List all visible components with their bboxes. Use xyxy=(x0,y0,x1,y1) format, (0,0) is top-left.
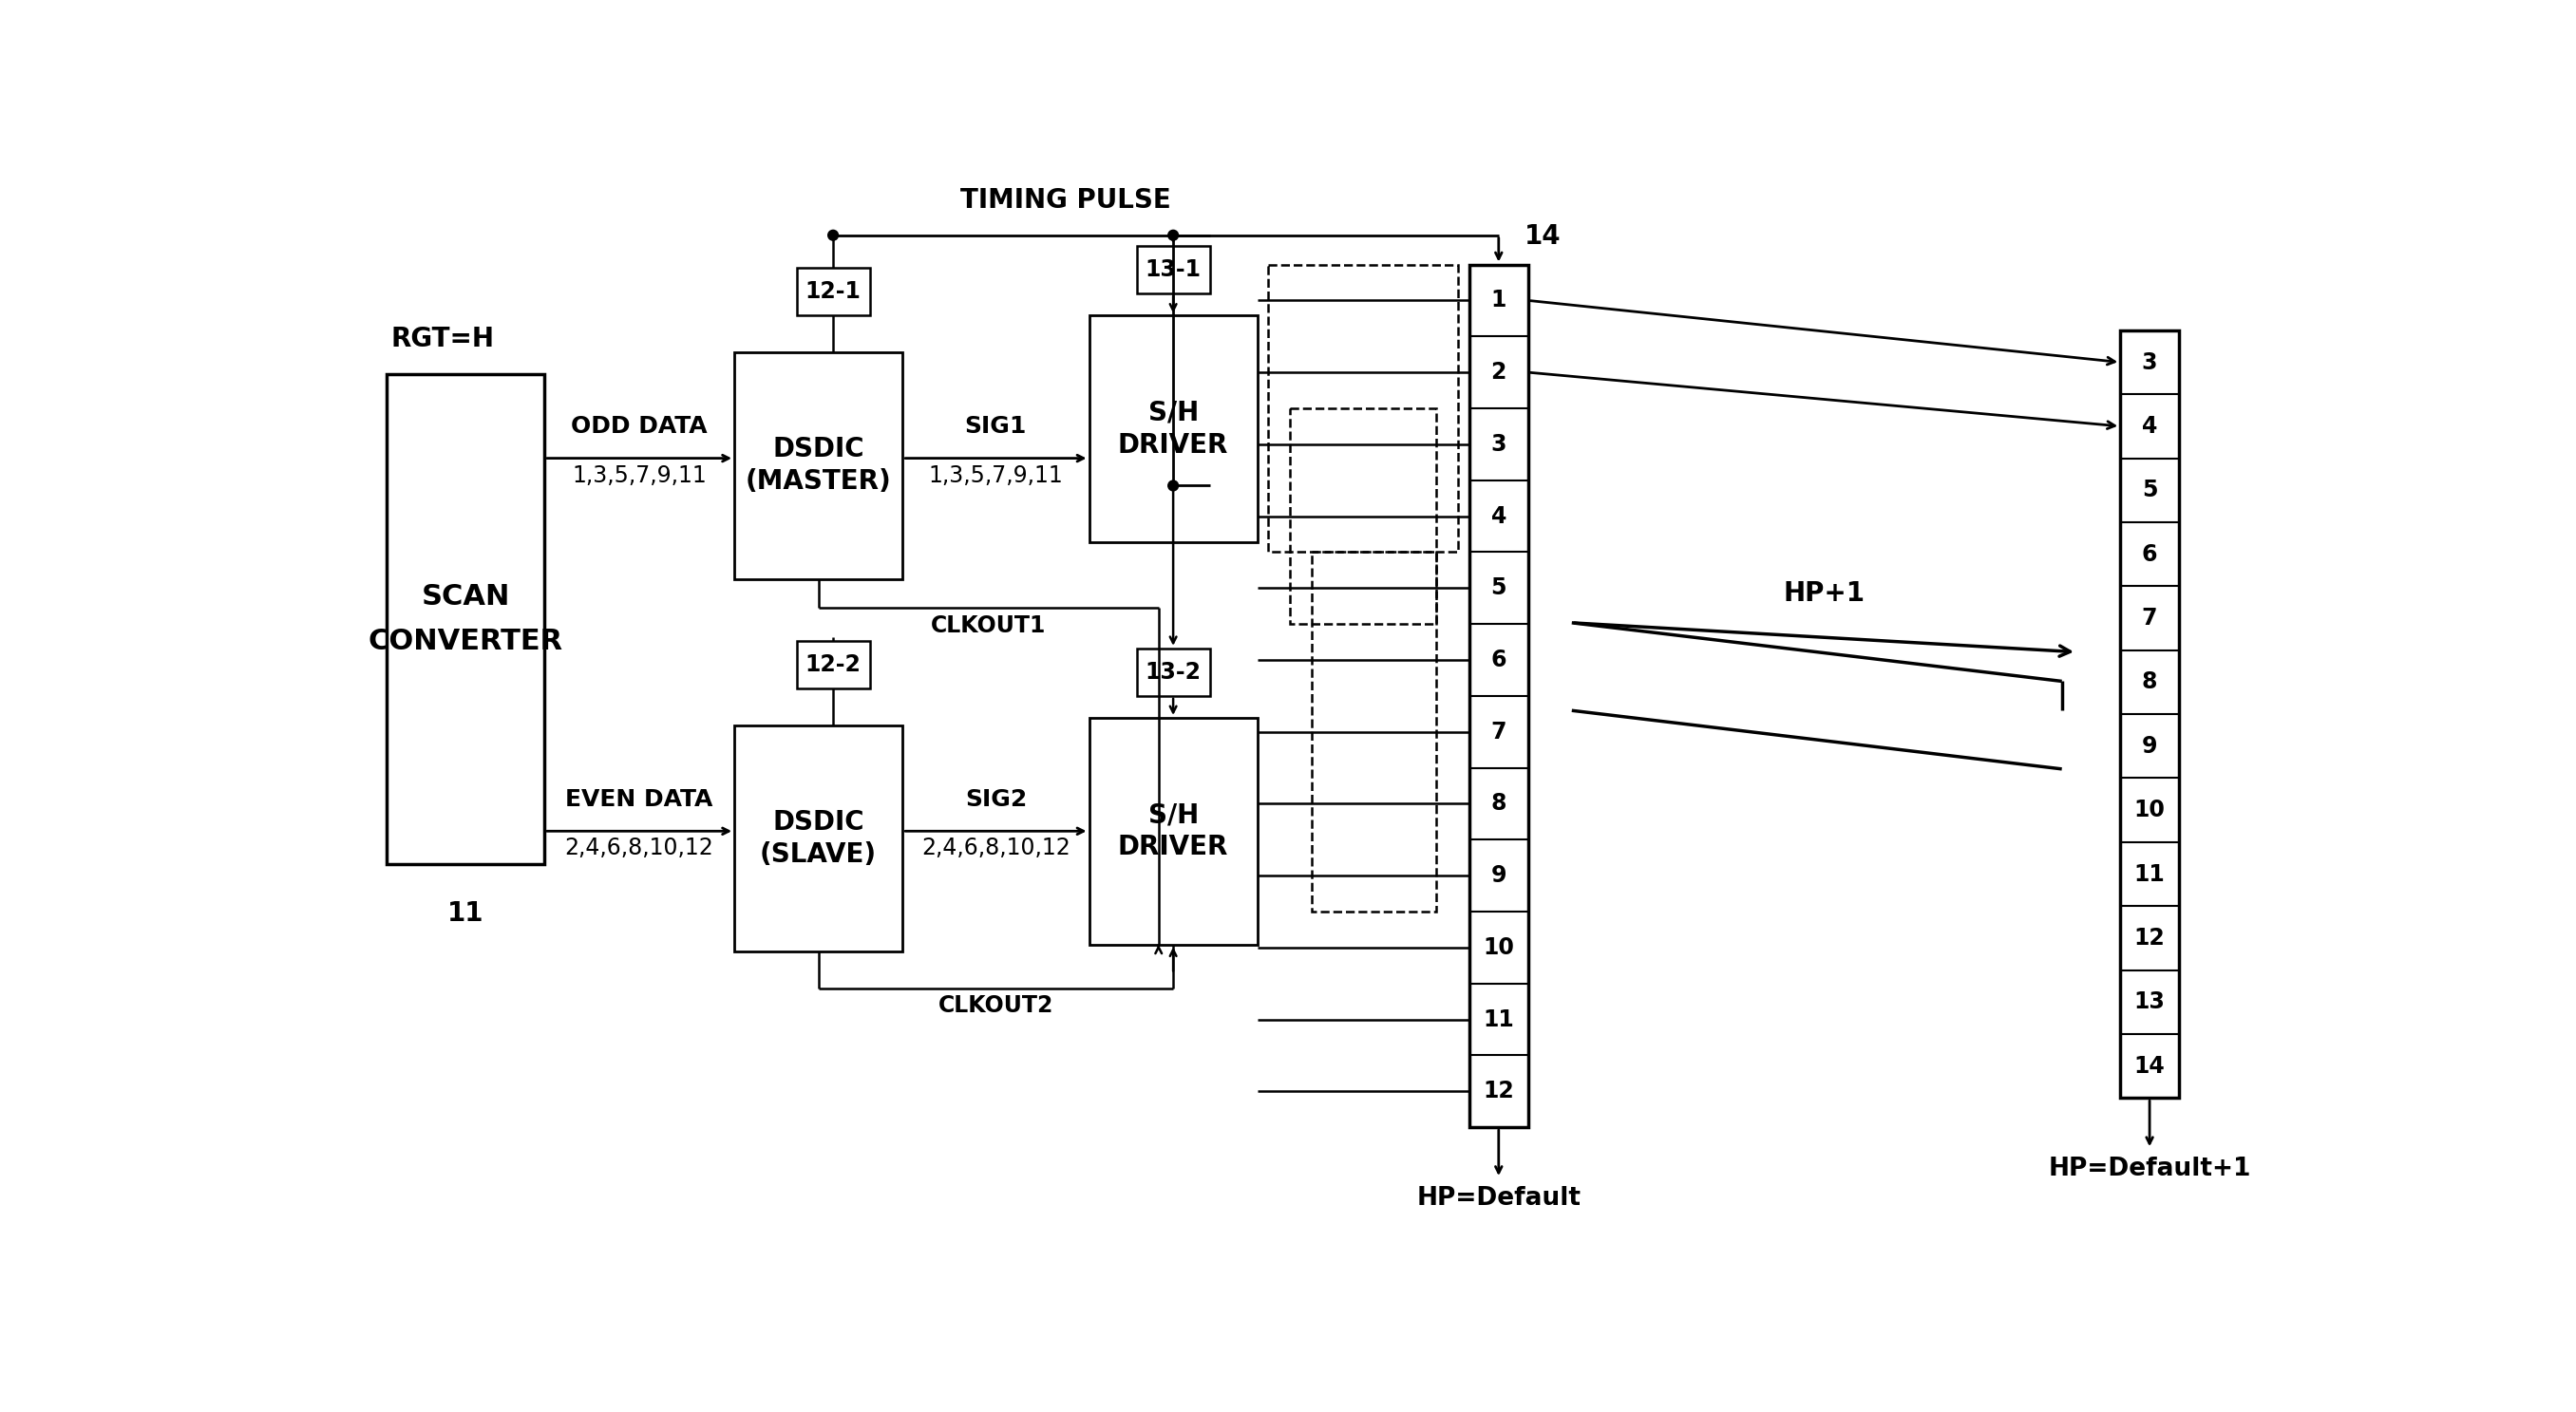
Text: S/H: S/H xyxy=(1149,802,1198,829)
Text: 2: 2 xyxy=(1492,361,1507,384)
Text: ODD DATA: ODD DATA xyxy=(572,415,708,438)
Text: 1,3,5,7,9,11: 1,3,5,7,9,11 xyxy=(572,465,706,487)
Text: 11: 11 xyxy=(2133,863,2166,885)
Text: 2,4,6,8,10,12: 2,4,6,8,10,12 xyxy=(922,837,1069,860)
Text: 2,4,6,8,10,12: 2,4,6,8,10,12 xyxy=(564,837,714,860)
Text: 8: 8 xyxy=(2141,671,2159,693)
Text: 1,3,5,7,9,11: 1,3,5,7,9,11 xyxy=(927,465,1064,487)
Text: 11: 11 xyxy=(448,901,484,928)
Bar xyxy=(796,268,871,316)
Text: 7: 7 xyxy=(1492,720,1507,743)
Text: RGT=H: RGT=H xyxy=(392,326,495,352)
Text: 13-2: 13-2 xyxy=(1146,661,1200,683)
Text: S/H: S/H xyxy=(1149,400,1198,426)
Bar xyxy=(1311,552,1437,912)
Bar xyxy=(386,374,544,864)
Text: 11: 11 xyxy=(1484,1008,1515,1031)
Text: SIG2: SIG2 xyxy=(966,788,1028,810)
Bar xyxy=(1291,408,1437,624)
Text: TIMING PULSE: TIMING PULSE xyxy=(961,186,1172,213)
Bar xyxy=(734,726,902,952)
Text: CLKOUT2: CLKOUT2 xyxy=(938,994,1054,1017)
Text: 9: 9 xyxy=(2141,734,2159,758)
Circle shape xyxy=(827,230,837,240)
Text: EVEN DATA: EVEN DATA xyxy=(567,788,714,810)
Text: HP+1: HP+1 xyxy=(1783,580,1865,607)
Bar xyxy=(734,352,902,579)
Text: 1: 1 xyxy=(1492,289,1507,312)
Text: 8: 8 xyxy=(1492,792,1507,815)
Text: 4: 4 xyxy=(1492,504,1507,528)
Text: DSDIC: DSDIC xyxy=(773,809,866,836)
Bar xyxy=(796,641,871,689)
Text: 3: 3 xyxy=(1492,433,1507,456)
Text: CONVERTER: CONVERTER xyxy=(368,627,564,655)
Text: 12: 12 xyxy=(2133,926,2166,949)
Text: SCAN: SCAN xyxy=(422,583,510,611)
Text: 13: 13 xyxy=(2133,991,2166,1014)
Text: 14: 14 xyxy=(2133,1055,2166,1077)
Text: 5: 5 xyxy=(2141,479,2159,501)
Text: 6: 6 xyxy=(1492,648,1507,671)
Bar xyxy=(1090,316,1257,542)
Bar xyxy=(1136,648,1211,696)
Bar xyxy=(1267,264,1458,552)
Bar xyxy=(1468,264,1528,1127)
Text: 13-1: 13-1 xyxy=(1146,258,1200,281)
Text: 7: 7 xyxy=(2141,607,2159,630)
Text: DRIVER: DRIVER xyxy=(1118,432,1229,459)
Text: 9: 9 xyxy=(1492,864,1507,887)
Text: (SLAVE): (SLAVE) xyxy=(760,842,876,868)
Text: 4: 4 xyxy=(2141,415,2156,438)
Text: 5: 5 xyxy=(1492,576,1507,600)
Text: DRIVER: DRIVER xyxy=(1118,834,1229,860)
Text: DSDIC: DSDIC xyxy=(773,436,866,463)
Text: 12-2: 12-2 xyxy=(806,654,860,676)
Circle shape xyxy=(1167,230,1177,240)
Text: 12: 12 xyxy=(1484,1080,1515,1103)
Text: 3: 3 xyxy=(2141,352,2159,374)
Text: HP=Default+1: HP=Default+1 xyxy=(2048,1156,2251,1182)
Text: 10: 10 xyxy=(2133,799,2166,822)
Circle shape xyxy=(1167,480,1177,491)
Text: 6: 6 xyxy=(2141,542,2159,566)
Text: (MASTER): (MASTER) xyxy=(744,469,891,496)
Bar xyxy=(2120,330,2179,1099)
Text: HP=Default: HP=Default xyxy=(1417,1186,1582,1210)
Bar xyxy=(1136,246,1211,294)
Text: SIG1: SIG1 xyxy=(966,415,1028,438)
Text: 10: 10 xyxy=(1484,936,1515,959)
Text: 14: 14 xyxy=(1525,223,1561,250)
Text: CLKOUT1: CLKOUT1 xyxy=(930,614,1046,637)
Text: 12-1: 12-1 xyxy=(806,281,860,304)
Bar xyxy=(1090,717,1257,945)
